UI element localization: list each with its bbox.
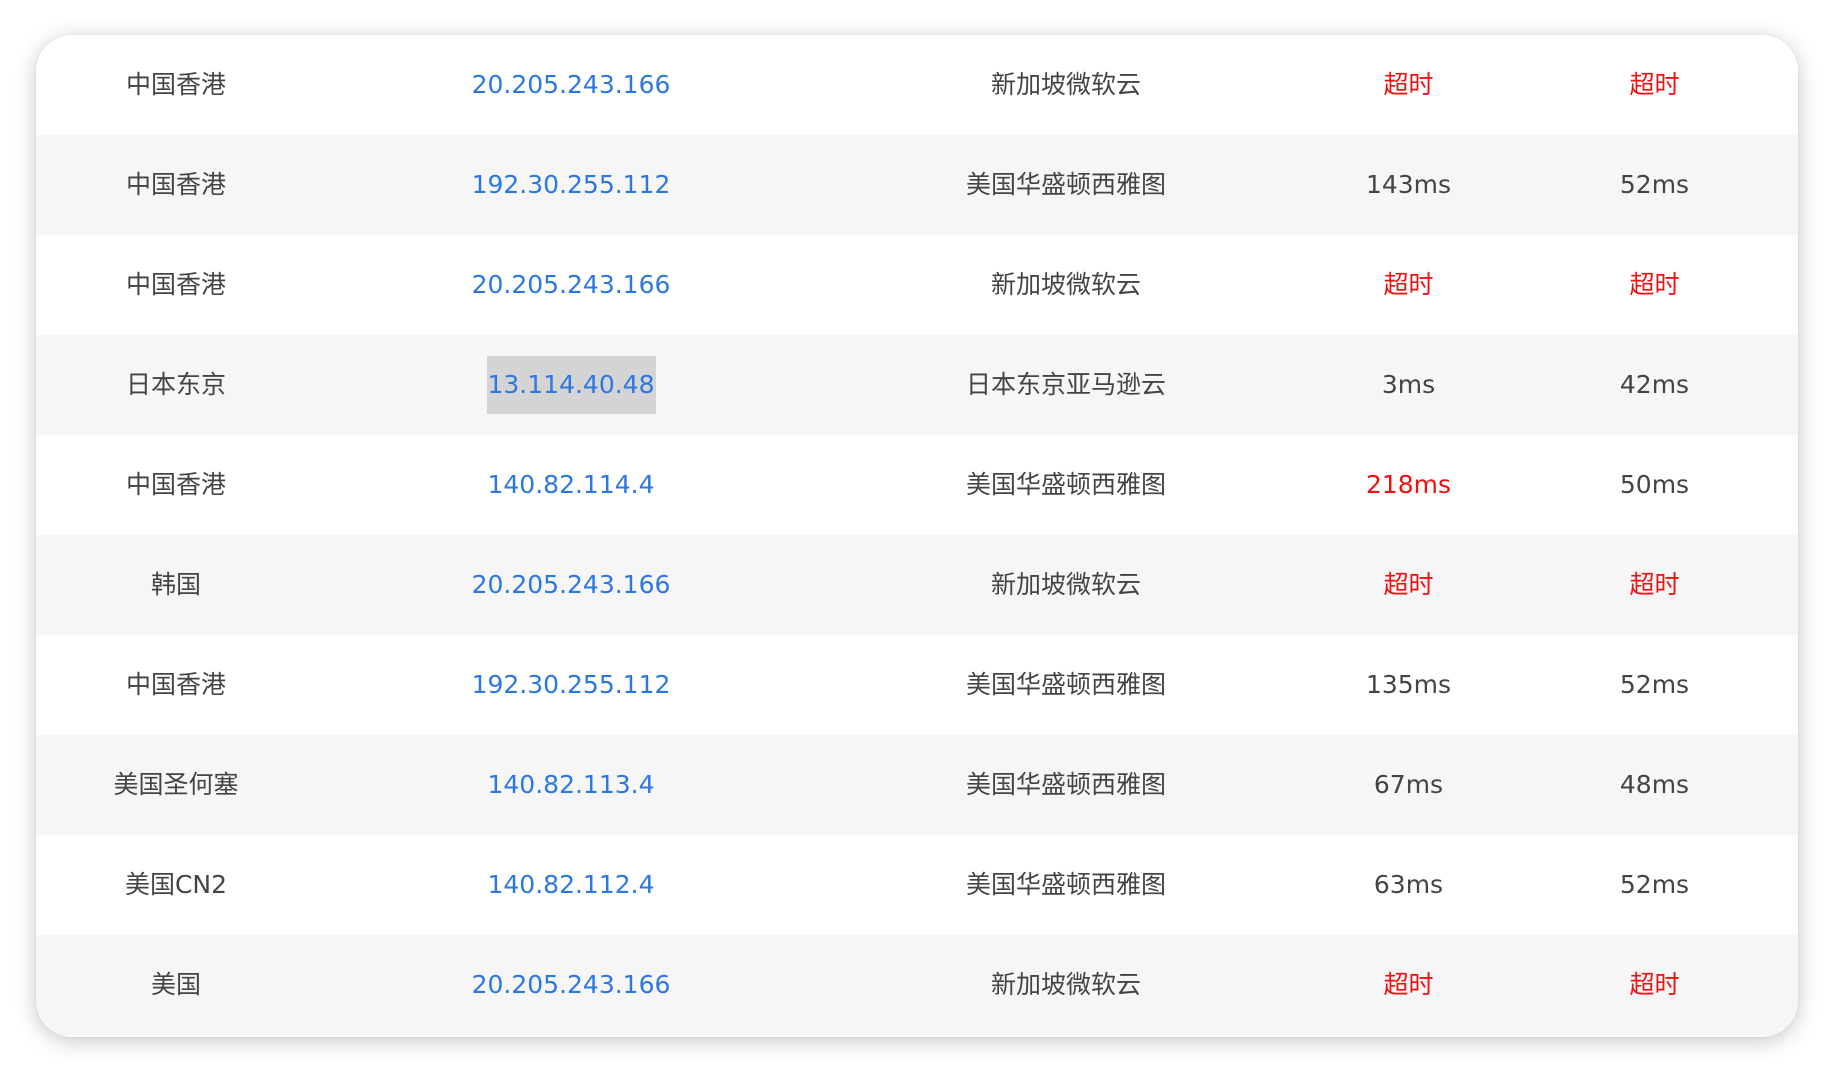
table-row: 美国 20.205.243.166 新加坡微软云 超时 超时 xyxy=(36,935,1798,1035)
results-table: 中国香港 20.205.243.166 新加坡微软云 超时 超时 中国香港 19… xyxy=(36,35,1798,1037)
table-body: 中国香港 20.205.243.166 新加坡微软云 超时 超时 中国香港 19… xyxy=(36,35,1798,1035)
latency-cell-1: 63ms xyxy=(1373,870,1444,899)
latency-cell-2: 42ms xyxy=(1619,370,1690,399)
probe-location-cell: 中国香港 xyxy=(125,170,226,199)
ip-cell: 192.30.255.112 xyxy=(316,635,826,735)
node-location-cell: 美国华盛顿西雅图 xyxy=(965,470,1166,499)
table-row: 中国香港 20.205.243.166 新加坡微软云 超时 超时 xyxy=(36,235,1798,335)
node-location-cell: 新加坡微软云 xyxy=(990,270,1141,299)
ip-cell: 20.205.243.166 xyxy=(316,35,826,135)
ip-cell: 140.82.113.4 xyxy=(316,735,826,835)
ip-address-link[interactable]: 20.205.243.166 xyxy=(471,70,671,99)
ip-cell: 20.205.243.166 xyxy=(316,535,826,635)
probe-location-cell: 中国香港 xyxy=(125,70,226,99)
latency-cell-1: 218ms xyxy=(1365,470,1452,499)
ip-cell: 140.82.114.4 xyxy=(316,435,826,535)
ip-address-link[interactable]: 20.205.243.166 xyxy=(471,570,671,599)
latency-cell-2: 52ms xyxy=(1619,870,1690,899)
probe-location-cell: 美国圣何塞 xyxy=(113,770,239,799)
ip-address-link[interactable]: 192.30.255.112 xyxy=(471,670,671,699)
ip-address-link[interactable]: 20.205.243.166 xyxy=(471,270,671,299)
latency-cell-1: 3ms xyxy=(1381,370,1436,399)
latency-cell-2: 52ms xyxy=(1619,670,1690,699)
latency-cell-1: 超时 xyxy=(1383,270,1434,299)
latency-cell-1: 143ms xyxy=(1365,170,1452,199)
ip-address-link[interactable]: 192.30.255.112 xyxy=(471,170,671,199)
latency-cell-1: 超时 xyxy=(1383,970,1434,999)
ip-cell: 192.30.255.112 xyxy=(316,135,826,235)
table-row: 美国圣何塞 140.82.113.4 美国华盛顿西雅图 67ms 48ms xyxy=(36,735,1798,835)
latency-cell-2: 超时 xyxy=(1629,70,1680,99)
ip-address-link[interactable]: 140.82.113.4 xyxy=(487,770,655,799)
node-location-cell: 美国华盛顿西雅图 xyxy=(965,170,1166,199)
latency-cell-2: 超时 xyxy=(1629,270,1680,299)
probe-location-cell: 中国香港 xyxy=(125,270,226,299)
probe-location-cell: 美国CN2 xyxy=(124,870,228,899)
node-location-cell: 新加坡微软云 xyxy=(990,70,1141,99)
ip-cell: 140.82.112.4 xyxy=(316,835,826,935)
table-row: 中国香港 192.30.255.112 美国华盛顿西雅图 143ms 52ms xyxy=(36,135,1798,235)
node-location-cell: 美国华盛顿西雅图 xyxy=(965,670,1166,699)
probe-location-cell: 中国香港 xyxy=(125,470,226,499)
table-row: 美国CN2 140.82.112.4 美国华盛顿西雅图 63ms 52ms xyxy=(36,835,1798,935)
latency-cell-1: 超时 xyxy=(1383,570,1434,599)
probe-location-cell: 日本东京 xyxy=(125,370,226,399)
latency-cell-2: 超时 xyxy=(1629,970,1680,999)
table-row: 韩国 20.205.243.166 新加坡微软云 超时 超时 xyxy=(36,535,1798,635)
node-location-cell: 新加坡微软云 xyxy=(990,970,1141,999)
latency-cell-2: 50ms xyxy=(1619,470,1690,499)
table-row: 中国香港 192.30.255.112 美国华盛顿西雅图 135ms 52ms xyxy=(36,635,1798,735)
table-row: 中国香港 20.205.243.166 新加坡微软云 超时 超时 xyxy=(36,35,1798,135)
ip-cell: 20.205.243.166 xyxy=(316,935,826,1035)
latency-cell-2: 超时 xyxy=(1629,570,1680,599)
probe-location-cell: 韩国 xyxy=(150,570,201,599)
ip-address-link[interactable]: 20.205.243.166 xyxy=(471,970,671,999)
probe-location-cell: 中国香港 xyxy=(125,670,226,699)
latency-cell-1: 67ms xyxy=(1373,770,1444,799)
ip-address-link[interactable]: 140.82.114.4 xyxy=(487,470,655,499)
table-row: 日本东京 13.114.40.48 日本东京亚马逊云 3ms 42ms xyxy=(36,335,1798,435)
ip-address-link[interactable]: 140.82.112.4 xyxy=(487,870,655,899)
node-location-cell: 美国华盛顿西雅图 xyxy=(965,770,1166,799)
ip-cell: 13.114.40.48 xyxy=(316,335,826,435)
latency-cell-1: 超时 xyxy=(1383,70,1434,99)
latency-cell-1: 135ms xyxy=(1365,670,1452,699)
latency-cell-2: 52ms xyxy=(1619,170,1690,199)
ip-cell: 20.205.243.166 xyxy=(316,235,826,335)
table-row: 中国香港 140.82.114.4 美国华盛顿西雅图 218ms 50ms xyxy=(36,435,1798,535)
node-location-cell: 美国华盛顿西雅图 xyxy=(965,870,1166,899)
node-location-cell: 日本东京亚马逊云 xyxy=(965,370,1166,399)
node-location-cell: 新加坡微软云 xyxy=(990,570,1141,599)
latency-cell-2: 48ms xyxy=(1619,770,1690,799)
probe-location-cell: 美国 xyxy=(150,970,201,999)
ip-address-link[interactable]: 13.114.40.48 xyxy=(486,356,656,414)
